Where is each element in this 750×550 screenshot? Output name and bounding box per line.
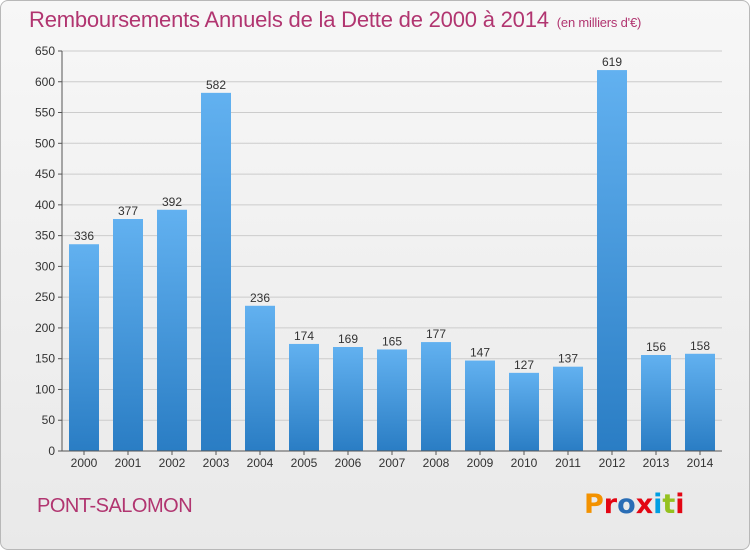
bar [157, 209, 187, 451]
y-tick-label: 250 [35, 290, 55, 304]
value-label: 165 [382, 334, 402, 348]
x-tick-label: 2009 [467, 456, 494, 470]
x-tick-label: 2010 [511, 456, 538, 470]
value-label: 137 [558, 352, 578, 366]
y-tick-label: 550 [35, 106, 55, 120]
y-tick-label: 0 [48, 444, 55, 458]
logo-letter: t [662, 489, 676, 520]
chart-title: Remboursements Annuels de la Dette de 20… [29, 7, 641, 33]
bar [597, 70, 627, 452]
bar [113, 219, 143, 451]
bar [685, 353, 715, 451]
axes [58, 50, 722, 455]
proxiti-logo: Proxiti [584, 489, 685, 520]
value-label: 236 [250, 291, 270, 305]
value-label: 169 [338, 332, 358, 346]
value-label: 147 [470, 346, 490, 360]
bar [465, 360, 495, 451]
bar [201, 92, 231, 451]
x-tick-label: 2007 [379, 456, 406, 470]
y-tick-label: 50 [42, 413, 56, 427]
value-label: 158 [690, 339, 710, 353]
x-tick-labels: 2000 2001 2002 2003 2004 2005 2006 2007 2008 2009… [71, 456, 714, 470]
logo-letter: r [603, 489, 618, 520]
logo-letter: P [584, 489, 604, 520]
x-tick-label: 2012 [599, 456, 626, 470]
y-tick-label: 300 [35, 259, 55, 273]
y-tick-label: 350 [35, 229, 55, 243]
bar [421, 342, 451, 451]
x-tick-label: 2001 [115, 456, 142, 470]
x-tick-label: 2005 [291, 456, 318, 470]
logo-letter: i [675, 489, 685, 520]
x-tick-label: 2013 [643, 456, 670, 470]
value-label: 619 [602, 55, 622, 69]
y-tick-label: 650 [35, 44, 55, 58]
y-tick-label: 200 [35, 321, 55, 335]
chart-title-text: Remboursements Annuels de la Dette de 20… [29, 7, 549, 32]
town-name: PONT-SALOMON [37, 495, 193, 517]
value-label: 177 [426, 327, 446, 341]
x-tick-label: 2000 [71, 456, 98, 470]
x-tick-label: 2006 [335, 456, 362, 470]
bar [69, 244, 99, 451]
bar [641, 355, 671, 451]
x-tick-label: 2014 [687, 456, 714, 470]
y-tick-labels: 0 50 100 150 200 250 300 350 400 450 500 550 600 650 [35, 44, 55, 458]
logo-letter: i [653, 489, 663, 520]
bar [245, 305, 275, 451]
bar [333, 347, 363, 451]
logo-letter: o [617, 489, 636, 520]
y-tick-label: 450 [35, 167, 55, 181]
bars [69, 70, 715, 452]
y-tick-label: 600 [35, 75, 55, 89]
value-labels: 336 377 392 582 236 174 169 165 177 147 127 137 619 1… [74, 55, 710, 372]
value-label: 174 [294, 329, 314, 343]
logo-letter: x [635, 489, 654, 520]
x-tick-label: 2008 [423, 456, 450, 470]
bar [289, 343, 319, 451]
y-tick-label: 500 [35, 136, 55, 150]
y-tick-label: 150 [35, 352, 55, 366]
x-tick-label: 2011 [555, 456, 581, 470]
x-tick-label: 2002 [159, 456, 186, 470]
bar [553, 366, 583, 451]
value-label: 127 [514, 358, 534, 372]
chart-subtitle: (en milliers d'€) [556, 15, 642, 30]
value-label: 392 [162, 195, 182, 209]
y-tick-label: 100 [35, 382, 55, 396]
value-label: 156 [646, 340, 666, 354]
bar [509, 372, 539, 451]
y-tick-label: 400 [35, 198, 55, 212]
bar [377, 349, 407, 451]
x-tick-label: 2003 [203, 456, 230, 470]
value-label: 582 [206, 78, 226, 92]
value-label: 336 [74, 229, 94, 243]
x-tick-label: 2004 [247, 456, 274, 470]
value-label: 377 [118, 204, 138, 218]
